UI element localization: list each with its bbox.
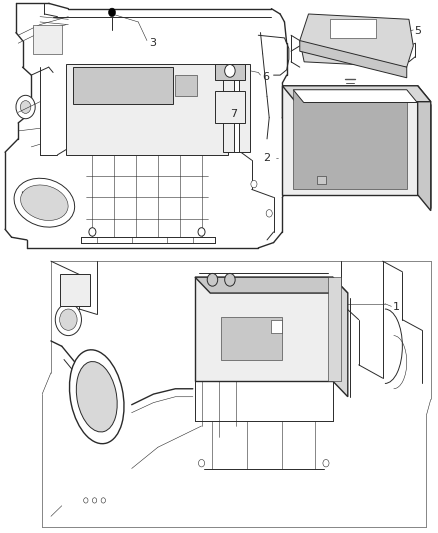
Bar — [328, 277, 341, 381]
Polygon shape — [300, 14, 413, 67]
Ellipse shape — [70, 350, 124, 443]
Text: 2: 2 — [263, 152, 271, 163]
Polygon shape — [330, 19, 376, 38]
Text: 4: 4 — [371, 88, 378, 99]
Bar — [215, 64, 245, 80]
Circle shape — [198, 459, 205, 467]
Polygon shape — [300, 41, 407, 78]
Ellipse shape — [14, 178, 74, 227]
Polygon shape — [418, 86, 431, 211]
Polygon shape — [332, 277, 348, 397]
Bar — [221, 317, 283, 360]
Circle shape — [266, 209, 272, 217]
Bar — [215, 91, 245, 123]
Text: 7: 7 — [230, 109, 237, 119]
Bar — [239, 64, 250, 152]
Circle shape — [20, 101, 31, 114]
Bar — [223, 64, 234, 152]
Bar — [66, 64, 228, 155]
Bar — [33, 25, 62, 54]
Circle shape — [225, 273, 235, 286]
Bar — [272, 320, 283, 333]
Circle shape — [55, 304, 81, 336]
Circle shape — [16, 95, 35, 119]
Ellipse shape — [76, 361, 117, 432]
Polygon shape — [283, 86, 431, 102]
Polygon shape — [293, 90, 417, 102]
Circle shape — [60, 309, 77, 330]
Circle shape — [323, 459, 329, 467]
Circle shape — [101, 498, 106, 503]
Polygon shape — [293, 90, 407, 189]
Circle shape — [109, 8, 116, 17]
Bar — [73, 67, 173, 104]
Circle shape — [207, 273, 218, 286]
Polygon shape — [283, 86, 418, 195]
Polygon shape — [195, 277, 348, 293]
Text: 5: 5 — [415, 26, 422, 36]
Polygon shape — [195, 277, 332, 381]
Circle shape — [92, 498, 97, 503]
Text: 1: 1 — [393, 302, 400, 312]
Bar — [317, 176, 326, 184]
Text: 3: 3 — [149, 38, 156, 48]
Circle shape — [225, 64, 235, 77]
Bar — [175, 75, 197, 96]
Circle shape — [84, 498, 88, 503]
Bar — [42, 261, 431, 527]
Ellipse shape — [21, 185, 68, 221]
Circle shape — [198, 228, 205, 236]
Text: 6: 6 — [263, 72, 270, 82]
Circle shape — [251, 180, 257, 188]
Circle shape — [89, 228, 96, 236]
Bar — [60, 274, 90, 306]
